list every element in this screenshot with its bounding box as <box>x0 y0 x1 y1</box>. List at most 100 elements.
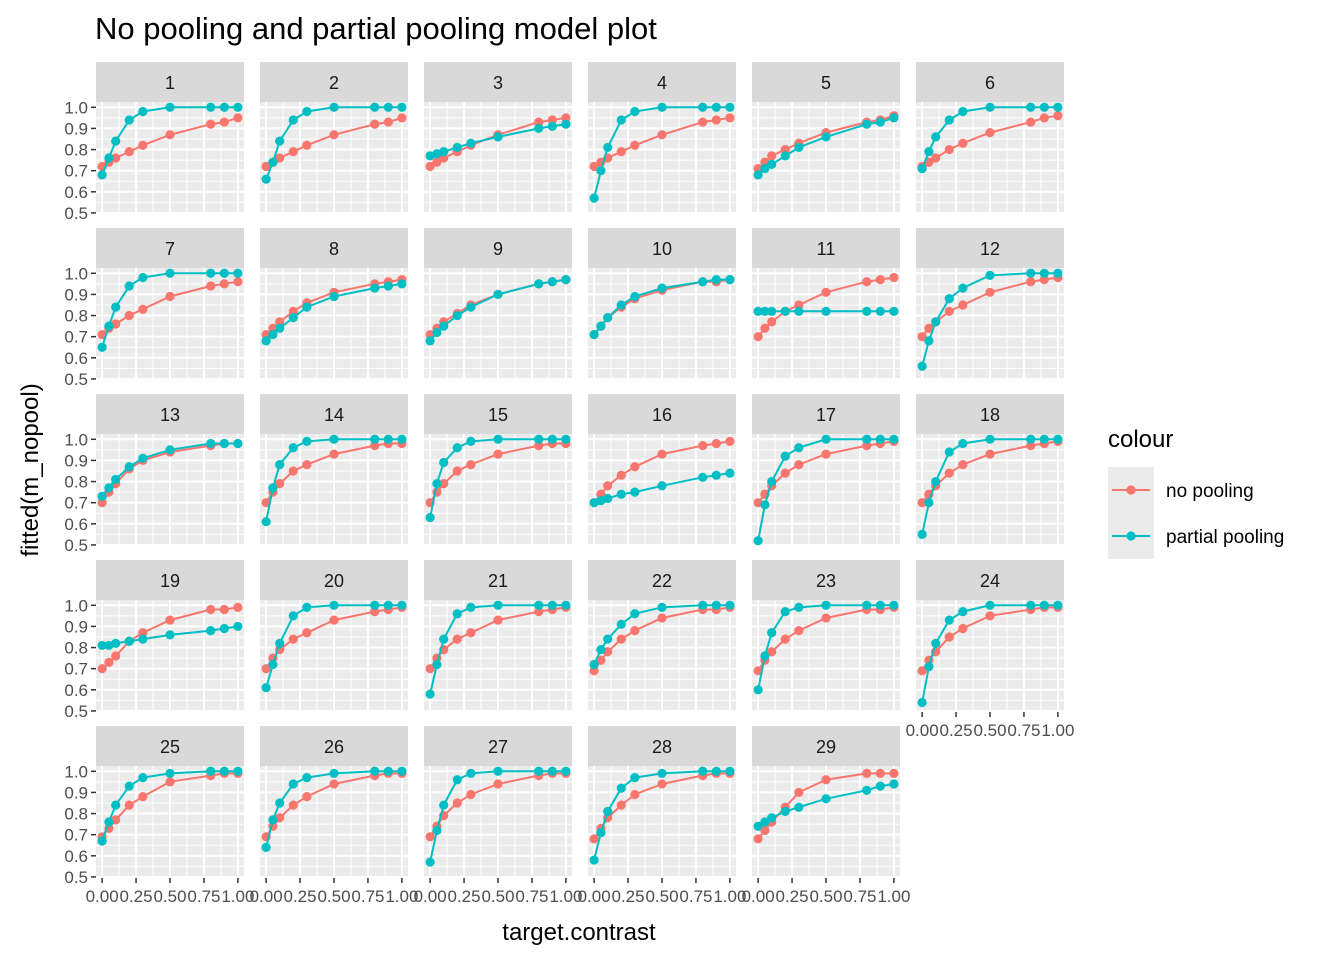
y-tick-label: 0.9 <box>64 783 88 802</box>
partial-pooling-point <box>439 457 449 468</box>
partial-pooling-point <box>821 434 831 444</box>
no-pooling-point <box>138 304 148 314</box>
facet-strip <box>752 228 900 268</box>
no-pooling-point <box>261 161 271 172</box>
partial-pooling-point <box>753 685 763 695</box>
x-tick-label: 0.00 <box>250 887 283 906</box>
no-pooling-point <box>698 117 708 127</box>
facet-strip <box>260 228 408 268</box>
partial-pooling-point <box>875 434 885 444</box>
no-pooling-point <box>165 615 175 625</box>
no-pooling-point <box>931 153 941 163</box>
partial-pooling-point <box>596 827 606 838</box>
facet-panel-9: 9 <box>424 228 572 380</box>
partial-pooling-point <box>862 119 872 129</box>
y-tick-label: 0.9 <box>64 119 88 138</box>
partial-pooling-point <box>630 106 640 117</box>
facet-strip <box>260 62 408 102</box>
no-pooling-point <box>275 153 285 163</box>
partial-pooling-point <box>917 529 927 539</box>
partial-pooling-point <box>275 638 285 648</box>
partial-pooling-point <box>862 306 872 316</box>
x-tick-label: 0.50 <box>481 887 514 906</box>
partial-pooling-point <box>547 600 557 610</box>
facet-strip <box>260 726 408 766</box>
facet-strip-label: 8 <box>329 239 339 259</box>
partial-pooling-point <box>767 813 777 823</box>
facet-panel-15: 15 <box>424 394 572 546</box>
no-pooling-point <box>944 468 954 478</box>
partial-pooling-point <box>124 281 134 291</box>
y-tick-label: 0.5 <box>64 536 88 555</box>
no-pooling-point <box>985 128 995 138</box>
partial-pooling-point <box>268 329 278 340</box>
no-pooling-point <box>288 306 298 316</box>
facet-panel-4: 4 <box>588 62 736 214</box>
no-pooling-point <box>875 275 885 285</box>
partial-pooling-point <box>603 313 613 323</box>
partial-pooling-point <box>760 306 770 316</box>
y-tick-label: 1.0 <box>64 264 88 283</box>
partial-pooling-point <box>97 342 107 352</box>
partial-pooling-point <box>329 102 339 112</box>
no-pooling-point <box>233 277 243 287</box>
partial-pooling-point <box>261 842 271 852</box>
x-tick-label: 1.00 <box>221 887 254 906</box>
partial-pooling-point <box>1039 434 1049 444</box>
no-pooling-point <box>1039 113 1049 123</box>
facet-strip-label: 12 <box>980 239 1000 259</box>
no-pooling-point <box>288 634 298 644</box>
facet-strip <box>424 228 572 268</box>
partial-pooling-point <box>452 443 462 453</box>
no-pooling-point <box>233 602 243 612</box>
partial-pooling-point <box>616 489 626 499</box>
facet-strip-label: 21 <box>488 571 508 591</box>
partial-pooling-point <box>924 336 934 346</box>
partial-pooling-point <box>760 651 770 661</box>
no-pooling-point <box>111 153 121 163</box>
partial-pooling-point <box>206 766 216 776</box>
facet-panel-7: 7 0.5 0.6 0.7 0.8 0.9 1.0 <box>64 228 244 389</box>
no-pooling-point <box>124 147 134 157</box>
partial-pooling-point <box>432 479 442 489</box>
facet-panel-23: 23 <box>752 560 900 712</box>
partial-pooling-point <box>958 106 968 117</box>
facet-strip <box>916 62 1064 102</box>
no-pooling-point <box>219 279 229 289</box>
no-pooling-point <box>302 460 312 470</box>
partial-pooling-point <box>725 102 735 112</box>
partial-pooling-point <box>288 115 298 125</box>
y-tick-label: 0.7 <box>64 826 88 845</box>
partial-pooling-point <box>370 600 380 610</box>
x-tick-label: 1.00 <box>549 887 582 906</box>
partial-pooling-point <box>425 857 435 867</box>
partial-pooling-point <box>547 121 557 131</box>
partial-pooling-point <box>124 636 134 646</box>
no-pooling-point <box>206 604 216 615</box>
facet-strip <box>424 394 572 434</box>
partial-pooling-point <box>370 102 380 112</box>
no-pooling-point <box>493 449 503 459</box>
partial-pooling-point <box>561 119 571 129</box>
no-pooling-point <box>889 768 899 778</box>
facet-strip-label: 24 <box>980 571 1000 591</box>
y-tick-label: 0.8 <box>64 805 88 824</box>
partial-pooling-point <box>261 336 271 346</box>
facet-strip <box>588 560 736 600</box>
partial-pooling-point <box>698 600 708 610</box>
no-pooling-point <box>821 775 831 785</box>
partial-pooling-point <box>547 277 557 287</box>
x-tick-label: 0.50 <box>809 887 842 906</box>
facet-strip <box>96 62 244 102</box>
partial-pooling-point <box>425 689 435 699</box>
y-tick-label: 0.9 <box>64 451 88 470</box>
partial-pooling-point <box>261 683 271 693</box>
facet-panel-27: 27 0.00 0.25 0.50 0.75 1.00 <box>414 726 582 906</box>
partial-pooling-point <box>432 327 442 338</box>
legend-label: no pooling <box>1166 481 1254 502</box>
facet-strip-label: 10 <box>652 239 672 259</box>
partial-pooling-point <box>711 275 721 285</box>
facet-strip-label: 28 <box>652 737 672 757</box>
partial-pooling-point <box>288 611 298 621</box>
partial-pooling-point <box>233 621 243 632</box>
